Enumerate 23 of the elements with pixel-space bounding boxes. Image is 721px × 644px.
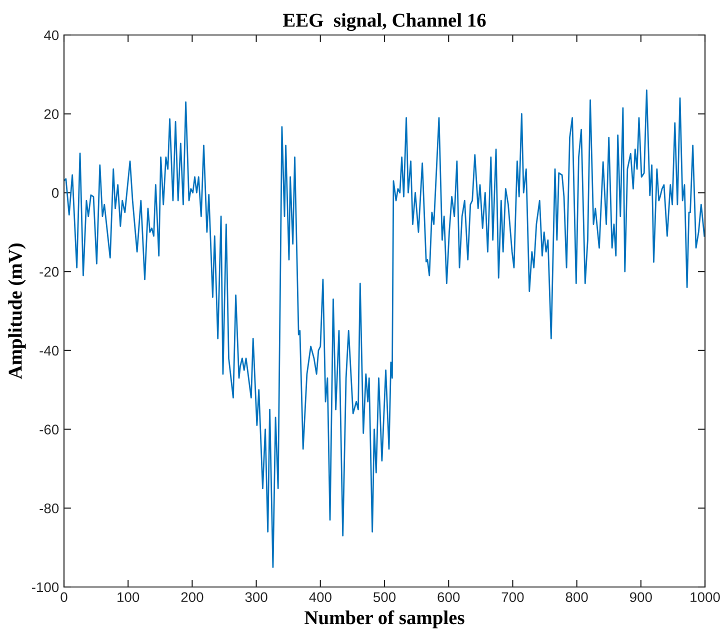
x-tick-label: 100: [118, 592, 140, 602]
y-tick-label: 40: [44, 30, 59, 40]
x-tick-label: 600: [438, 592, 460, 602]
y-tick-label: -80: [40, 503, 59, 514]
x-tick-label: 800: [566, 592, 588, 602]
y-tick-label: -60: [40, 424, 59, 434]
x-tick-label: 500: [373, 592, 396, 602]
x-axis-title: Number of samples: [304, 610, 464, 628]
x-tick-label: 300: [245, 592, 268, 602]
y-tick-label: -100: [32, 582, 59, 592]
x-tick-label: 700: [502, 592, 524, 602]
x-tick-label: 0: [60, 592, 68, 602]
x-tick-label: 900: [630, 592, 652, 602]
x-tick-label: 200: [181, 592, 204, 602]
chart-title: EEG signal, Channel 16: [282, 13, 486, 31]
y-axis-title: Amplitude (mV): [8, 244, 26, 380]
y-tick-label: 20: [44, 109, 59, 120]
y-tick-label: -40: [40, 346, 59, 356]
y-tick-label: 0: [52, 188, 59, 198]
x-tick-label: 400: [309, 592, 332, 602]
y-tick-label: -20: [40, 266, 59, 277]
line-series: [64, 90, 705, 568]
x-tick-label: 1000: [690, 592, 720, 602]
